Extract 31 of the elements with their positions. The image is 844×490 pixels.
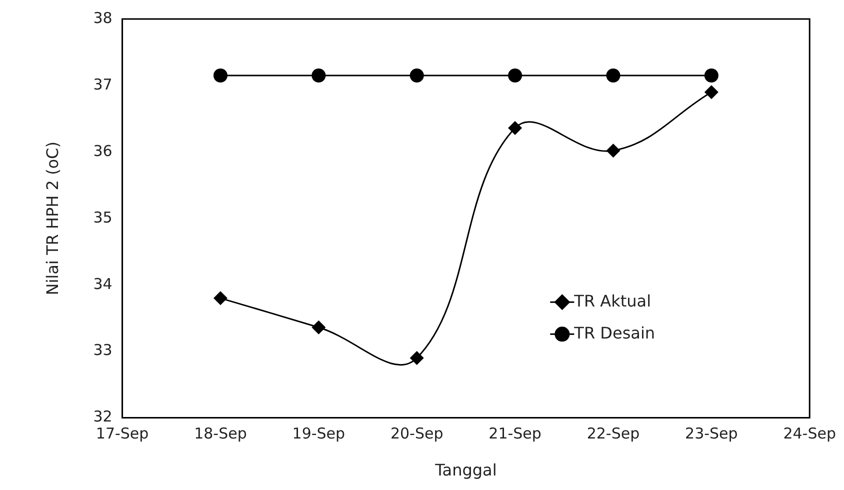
y-tick-label: 33 — [93, 341, 112, 360]
point — [606, 68, 620, 82]
y-axis-title: Nilai TR HPH 2 (oC) — [42, 142, 62, 296]
y-tick-label: 37 — [93, 75, 112, 94]
point — [508, 68, 522, 82]
x-tick-label: 20-Sep — [390, 424, 444, 443]
x-tick-label: 21-Sep — [488, 424, 542, 443]
point — [312, 320, 326, 334]
point — [410, 68, 424, 82]
point — [410, 350, 424, 365]
legend-label: TR Desain — [573, 323, 656, 342]
y-tick-label: 36 — [93, 142, 112, 160]
y-tick-label: 32 — [93, 408, 112, 426]
point — [213, 291, 228, 306]
x-tick-label: 22-Sep — [586, 424, 640, 443]
point — [213, 68, 228, 82]
point — [704, 85, 718, 100]
x-tick-label: 19-Sep — [292, 424, 346, 443]
x-tick-label: 24-Sep — [783, 424, 836, 443]
x-axis-title: Tanggal — [434, 460, 497, 480]
legend-label: TR Aktual — [573, 291, 652, 310]
point — [508, 121, 522, 136]
y-tick-label: 34 — [93, 274, 112, 293]
point — [312, 68, 326, 82]
x-tick-label: 17-Sep — [96, 424, 149, 443]
x-tick-label: 18-Sep — [194, 424, 247, 443]
y-tick-label: 38 — [93, 8, 112, 27]
point — [704, 68, 718, 82]
x-tick-label: 23-Sep — [685, 424, 738, 443]
point — [606, 144, 620, 158]
y-tick-label: 35 — [93, 208, 112, 226]
